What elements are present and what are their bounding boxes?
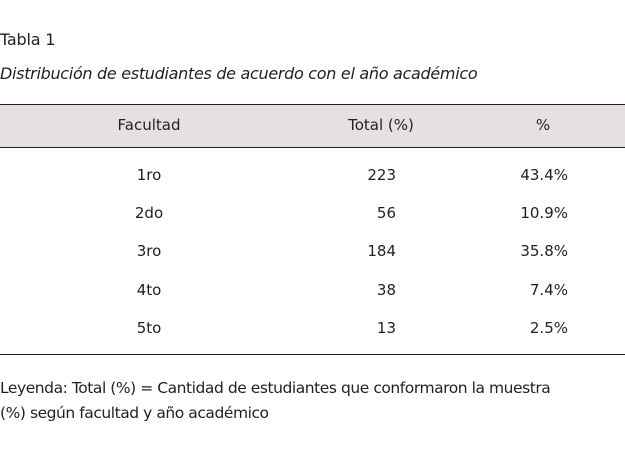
table-row: 3ro 184 35.8% — [0, 232, 625, 270]
table-label: Tabla 1 — [0, 30, 56, 49]
cell-facultad: 3ro — [136, 242, 162, 261]
legend-line-2: (%) según facultad y año académico — [0, 404, 269, 422]
cell-percent: 2.5% — [529, 318, 568, 337]
table-row: 2do 56 10.9% — [0, 194, 625, 232]
cell-percent: 10.9% — [520, 204, 568, 223]
header-percent: % — [535, 116, 551, 134]
table-header-row: Facultad Total (%) % — [0, 104, 625, 148]
table-legend: Leyenda: Total (%) = Cantidad de estudia… — [0, 376, 625, 426]
cell-total: 223 — [367, 166, 396, 184]
table-row: 5to 13 2.5% — [0, 309, 625, 347]
cell-percent: 35.8% — [520, 242, 568, 261]
cell-facultad: 1ro — [136, 166, 162, 184]
table-caption: Distribución de estudiantes de acuerdo c… — [0, 64, 478, 83]
cell-facultad: 5to — [136, 318, 162, 337]
cell-total: 56 — [376, 204, 396, 223]
cell-percent: 43.4% — [520, 166, 568, 184]
cell-total: 184 — [367, 242, 396, 261]
cell-percent: 7.4% — [529, 280, 568, 299]
cell-facultad: 4to — [136, 280, 162, 299]
data-table: Facultad Total (%) % 1ro 223 43.4% 2do 5… — [0, 104, 625, 355]
cell-total: 38 — [376, 280, 396, 299]
cell-facultad: 2do — [134, 204, 164, 223]
table-row: 4to 38 7.4% — [0, 271, 625, 309]
table-body: 1ro 223 43.4% 2do 56 10.9% 3ro 184 35.8%… — [0, 148, 625, 355]
table-row: 1ro 223 43.4% — [0, 156, 625, 194]
legend-line-1: Leyenda: Total (%) = Cantidad de estudia… — [0, 379, 551, 397]
cell-total: 13 — [376, 318, 396, 337]
header-total: Total (%) — [348, 116, 414, 134]
header-facultad: Facultad — [117, 116, 181, 134]
